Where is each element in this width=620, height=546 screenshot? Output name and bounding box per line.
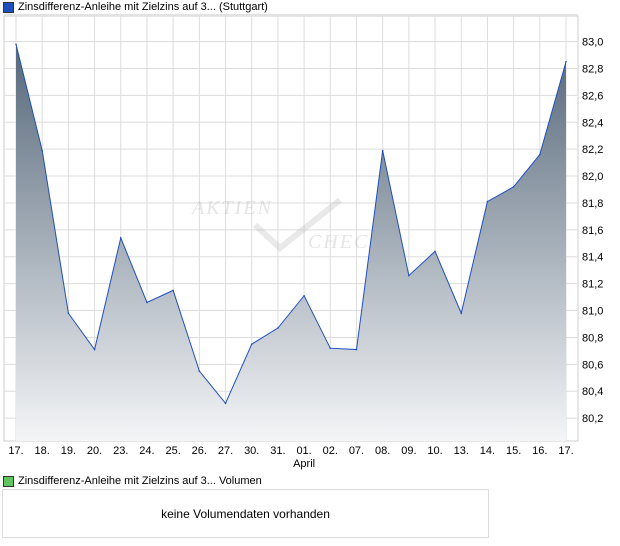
y-tick-label: 80,4 bbox=[582, 386, 603, 398]
data-point bbox=[460, 312, 463, 315]
data-point bbox=[303, 294, 305, 297]
y-tick-label: 81,4 bbox=[582, 252, 603, 264]
x-tick-label: 14. bbox=[480, 445, 495, 457]
data-point bbox=[434, 250, 436, 253]
x-tick-label: 10. bbox=[427, 445, 442, 457]
data-point bbox=[146, 301, 148, 304]
x-tick-label: 25. bbox=[165, 445, 180, 457]
x-tick-label: 08. bbox=[375, 445, 390, 457]
price-chart: AKTIEN CHECK 80,2 80,4 80,6 80,8 81,0 81,2 81,… bbox=[3, 14, 603, 470]
data-point bbox=[250, 343, 253, 345]
data-point bbox=[512, 186, 515, 188]
data-point bbox=[119, 237, 122, 239]
svg-text:AKTIEN: AKTIEN bbox=[190, 197, 273, 219]
data-point bbox=[41, 149, 43, 152]
month-label: April bbox=[293, 458, 315, 470]
volume-panel: keine Volumendaten vorhanden bbox=[2, 489, 489, 538]
x-tick-label: 17. bbox=[558, 445, 573, 457]
volume-legend-swatch bbox=[3, 475, 14, 487]
data-point bbox=[539, 153, 541, 156]
x-tick-label: 23. bbox=[113, 445, 128, 457]
price-legend-label: Zinsdifferenz-Anleihe mit Zielzins auf 3… bbox=[18, 1, 268, 13]
x-tick-label: 30. bbox=[244, 445, 259, 457]
x-tick-label: 02. bbox=[323, 445, 338, 457]
x-tick-label: 27. bbox=[218, 445, 233, 457]
x-tick-label: 17. bbox=[8, 445, 23, 457]
data-point bbox=[565, 60, 567, 63]
data-point bbox=[93, 348, 96, 351]
x-tick-label: 13. bbox=[454, 445, 469, 457]
x-tick-label: 31. bbox=[270, 445, 285, 457]
watermark-logo: AKTIEN CHECK bbox=[190, 197, 385, 253]
y-tick-label: 83,0 bbox=[582, 37, 603, 49]
price-legend: Zinsdifferenz-Anleihe mit Zielzins auf 3… bbox=[3, 1, 268, 13]
data-point bbox=[198, 370, 201, 372]
price-area bbox=[16, 44, 566, 441]
x-tick-label: 09. bbox=[401, 445, 416, 457]
y-tick-label: 82,2 bbox=[582, 144, 603, 156]
x-tick-label: 15. bbox=[506, 445, 521, 457]
x-tick-label: 01. bbox=[296, 445, 311, 457]
volume-empty-message: keine Volumendaten vorhanden bbox=[161, 506, 330, 521]
price-line bbox=[15, 44, 567, 405]
volume-legend: Zinsdifferenz-Anleihe mit Zielzins auf 3… bbox=[3, 475, 262, 487]
x-tick-label: 19. bbox=[61, 445, 76, 457]
x-tick-label: 20. bbox=[87, 445, 102, 457]
y-tick-label: 80,2 bbox=[582, 413, 603, 425]
y-tick-label: 80,6 bbox=[582, 359, 603, 371]
y-tick-label: 81,8 bbox=[582, 198, 603, 210]
data-point bbox=[355, 348, 358, 351]
y-tick-label: 80,8 bbox=[582, 332, 603, 344]
y-tick-label: 82,4 bbox=[582, 117, 603, 129]
x-tick-label: 16. bbox=[532, 445, 547, 457]
data-point bbox=[381, 149, 384, 152]
volume-legend-label: Zinsdifferenz-Anleihe mit Zielzins auf 3… bbox=[18, 475, 262, 487]
data-point bbox=[224, 402, 227, 405]
x-tick-label: 07. bbox=[349, 445, 364, 457]
svg-text:CHECK: CHECK bbox=[308, 231, 385, 253]
data-point bbox=[329, 347, 332, 349]
x-tick-label: 24. bbox=[139, 445, 154, 457]
y-tick-label: 81,6 bbox=[582, 225, 603, 237]
data-point bbox=[486, 200, 489, 203]
y-tick-label: 81,2 bbox=[582, 279, 603, 291]
data-point bbox=[67, 312, 70, 315]
x-tick-label: 18. bbox=[35, 445, 50, 457]
data-point bbox=[172, 289, 174, 292]
y-tick-label: 82,6 bbox=[582, 90, 603, 102]
x-tick-label: 26. bbox=[192, 445, 207, 457]
price-legend-swatch bbox=[3, 1, 14, 13]
y-tick-label: 81,0 bbox=[582, 306, 603, 318]
data-point bbox=[277, 327, 279, 329]
data-point bbox=[408, 274, 410, 277]
y-tick-label: 82,8 bbox=[582, 63, 603, 75]
data-point bbox=[15, 43, 17, 46]
y-tick-label: 82,0 bbox=[582, 171, 603, 183]
